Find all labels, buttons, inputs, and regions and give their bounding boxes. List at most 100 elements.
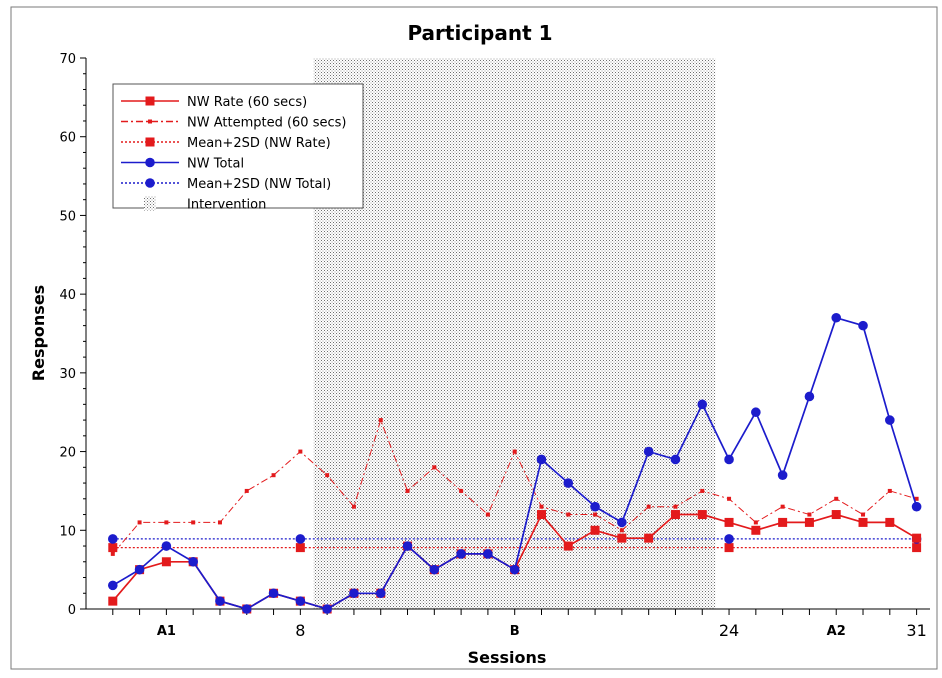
data-point	[727, 496, 732, 501]
data-point	[134, 564, 145, 575]
legend-box	[112, 83, 364, 209]
data-point	[670, 510, 680, 520]
legend-item: Intervention	[144, 196, 266, 213]
data-point	[617, 517, 627, 528]
data-point	[509, 564, 520, 575]
axes-layer: 0 10 20 30 40 50 60 70 8 24 31 A1 B A2	[59, 52, 930, 640]
data-point	[405, 488, 410, 493]
data-point	[644, 533, 654, 543]
x-tick-label: 31	[906, 621, 926, 640]
data-point	[351, 504, 356, 509]
data-point	[295, 596, 306, 606]
data-point	[619, 528, 624, 533]
data-point	[191, 520, 196, 525]
y-tick-label: 40	[59, 288, 76, 303]
chart-title: Participant 1	[407, 21, 552, 45]
data-point	[751, 525, 761, 535]
data-point	[807, 512, 812, 517]
data-point	[617, 533, 627, 543]
data-point	[402, 541, 413, 551]
legend-swatch-marker	[145, 137, 155, 147]
data-point	[914, 496, 919, 501]
legend-label: Mean+2SD (NW Rate)	[187, 136, 331, 151]
data-point	[536, 454, 547, 465]
data-point	[753, 520, 758, 525]
data-point	[885, 517, 895, 527]
data-point	[778, 517, 788, 527]
legend-label: Mean+2SD (NW Total)	[187, 177, 331, 192]
data-point	[646, 504, 651, 509]
data-point	[107, 534, 118, 544]
legend-item: NW Total	[121, 157, 244, 172]
data-point	[244, 488, 249, 493]
data-point	[858, 517, 868, 527]
data-point	[164, 520, 169, 525]
data-point	[590, 501, 600, 512]
data-point	[295, 534, 306, 544]
data-point	[887, 488, 892, 493]
legend-swatch-marker	[148, 119, 152, 124]
data-point	[536, 510, 546, 520]
data-point	[271, 473, 276, 478]
data-point	[780, 504, 785, 509]
series-nw-total	[107, 312, 922, 614]
series-mean-2sd-nw-rate	[108, 543, 922, 553]
data-point	[378, 418, 383, 423]
data-point	[643, 446, 654, 457]
data-point	[804, 391, 815, 402]
y-tick-label: 10	[59, 524, 76, 539]
data-point	[861, 512, 866, 517]
data-point	[429, 564, 440, 575]
legend-swatch-shading	[144, 196, 156, 211]
data-point	[831, 510, 841, 520]
data-point	[751, 407, 761, 418]
data-point	[161, 541, 172, 551]
data-point	[563, 541, 573, 551]
data-point	[593, 512, 598, 517]
data-point	[563, 478, 574, 488]
data-point	[566, 512, 571, 517]
legend-label: NW Rate (60 secs)	[187, 95, 307, 110]
y-tick-label: 30	[59, 367, 76, 382]
data-point	[724, 517, 734, 527]
data-point	[697, 510, 707, 520]
legend-label: NW Attempted (60 secs)	[187, 116, 346, 131]
data-point	[322, 604, 332, 614]
series-layer	[107, 312, 922, 614]
legend-label: NW Total	[187, 157, 244, 172]
data-point	[885, 415, 895, 425]
data-point	[268, 588, 279, 599]
data-point	[831, 312, 842, 323]
data-point	[161, 557, 171, 567]
data-point	[325, 473, 330, 478]
intervention-shading-layer	[313, 58, 716, 609]
intervention-shading	[313, 58, 716, 609]
y-tick-label: 20	[59, 446, 76, 461]
data-point	[777, 470, 788, 480]
data-point	[512, 449, 517, 454]
y-tick-label: 70	[59, 52, 76, 67]
data-point	[670, 454, 681, 465]
data-point	[724, 543, 734, 553]
data-point	[432, 465, 437, 470]
data-point	[375, 588, 386, 599]
legend-item: NW Attempted (60 secs)	[121, 116, 346, 131]
legend-item: NW Rate (60 secs)	[121, 95, 307, 110]
legend-item: Mean+2SD (NW Rate)	[121, 136, 331, 151]
data-point	[349, 588, 359, 599]
series-mean-2sd-nw-total	[107, 534, 922, 544]
data-point	[912, 543, 922, 553]
legend-swatch-marker	[145, 96, 155, 106]
legend-item: Mean+2SD (NW Total)	[121, 177, 331, 192]
data-point	[858, 320, 868, 331]
legend-swatch-marker	[145, 178, 155, 188]
data-point	[485, 512, 490, 517]
data-point	[697, 399, 708, 410]
data-point	[590, 525, 600, 535]
data-point	[188, 556, 198, 567]
legend-label: Intervention	[187, 198, 266, 213]
data-point	[724, 454, 734, 465]
phase-label: A1	[157, 624, 176, 639]
